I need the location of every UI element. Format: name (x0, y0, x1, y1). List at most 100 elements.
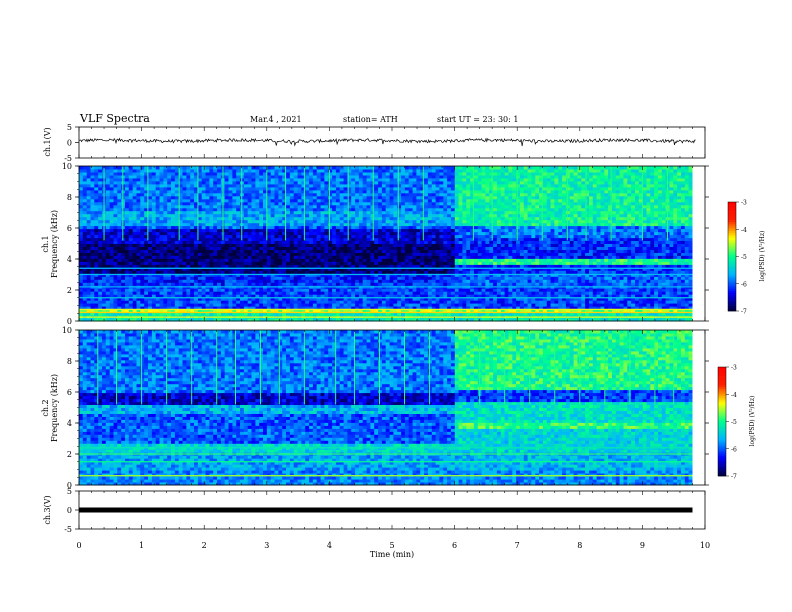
ch1-spectrogram-cell (155, 237, 160, 241)
ch1-spectrogram-cell (105, 300, 111, 304)
ch1-spectrogram-cell (144, 213, 149, 218)
ch1-spectrogram-cell (293, 267, 298, 271)
ch1-spectrogram-cell (224, 288, 229, 292)
ch1-spectrogram-cell (358, 180, 364, 185)
ch1-spectrogram-cell (259, 198, 264, 203)
ch1-spectrogram-cell (427, 166, 433, 170)
ch1-spectrogram-cell (374, 240, 379, 244)
ch1-spectrogram-cell (79, 216, 84, 221)
ch1-spectrogram-cell (328, 166, 333, 170)
ch1-spectrogram-cell (282, 270, 287, 274)
ch1-spectrogram-cell (443, 309, 448, 313)
ch1-spectrogram-cell (186, 243, 191, 247)
ch1-spectrogram-cell (217, 216, 222, 221)
ch1-spectrogram-cell (282, 267, 287, 271)
ch1-spectrogram-cell (328, 225, 333, 230)
ch1-spectrogram-cell (213, 198, 218, 203)
ch1-spectrogram-cell (255, 240, 260, 244)
ch1-spectrogram-cell (171, 270, 176, 274)
ch1-spectrogram-cell (102, 297, 107, 301)
ch1-spectrogram-cell (274, 270, 279, 274)
ch1-spectrogram-cell (144, 270, 149, 274)
ch1-spectrogram-cell (121, 216, 126, 221)
ch1-spectrogram-cell (289, 264, 295, 268)
ch1-spectrogram-cell (427, 264, 433, 268)
ch1-spectrogram-cell (278, 246, 283, 250)
ch1-spectrogram-cell (378, 267, 383, 271)
ch1-spectrogram-cell (205, 180, 210, 185)
ch1-spectrogram-cell (136, 204, 141, 209)
ch1-spectrogram-cell (232, 172, 237, 176)
ch1-spectrogram-cell (155, 234, 160, 239)
ch1-spectrogram-cell (255, 207, 260, 212)
ch1-spectrogram-cell (98, 297, 103, 301)
ch1-spectrogram-cell (312, 309, 318, 313)
ch1-spectrogram-cell (132, 252, 137, 256)
ch1-spectrogram-cell (431, 216, 437, 221)
ch1-spectrogram-cell (335, 246, 341, 250)
ch1-spectrogram-cell (332, 169, 337, 173)
ch1-spectrogram-cell (374, 183, 379, 188)
ch1-spectrogram-cell (105, 258, 111, 262)
ch1-spectrogram-cell (282, 207, 287, 212)
ch1-spectrogram-cell (98, 183, 103, 188)
ch1-spectrogram-cell (159, 294, 164, 298)
ch1-spectrogram-cell (186, 210, 191, 215)
ch1-spectrogram-cell (408, 240, 413, 244)
ch1-spectrogram-cell (374, 207, 379, 212)
ch1-spectrogram-cell (251, 264, 256, 268)
ch1-spectrogram-cell (113, 279, 118, 283)
ch1-spectrogram-cell (401, 172, 406, 176)
ch1-spectrogram-cell (305, 222, 310, 227)
ch1-spectrogram-cell (378, 169, 383, 173)
ch1-spectrogram-cell (132, 216, 137, 221)
ch1-spectrogram-cell (148, 309, 153, 313)
ch1-spectrogram-cell (362, 306, 367, 310)
ch1-spectrogram-cell (247, 249, 252, 253)
ch1-spectrogram-cell (109, 258, 114, 262)
ch1-spectrogram-cell (155, 186, 160, 191)
ch1-spectrogram-cell (174, 246, 180, 250)
ch1-spectrogram-cell (335, 180, 341, 185)
ch1-spectrogram-cell (136, 306, 141, 310)
ch1-spectrogram-cell (408, 291, 413, 295)
ch1-spectrogram-cell (362, 249, 367, 253)
ch1-spectrogram-cell (305, 172, 310, 176)
ch1-spectrogram-cell (401, 303, 406, 307)
ch1-spectrogram-cell (435, 172, 440, 176)
ch1-spectrogram-cell (224, 270, 229, 274)
ch1-spectrogram-cell (355, 195, 360, 200)
ch1-spectrogram-cell (102, 291, 107, 295)
ch1-spectrogram-cell (424, 261, 429, 265)
ch1-spectrogram-cell (362, 207, 367, 212)
ch1-spectrogram-cell (312, 246, 318, 250)
ch1-spectrogram-cell (186, 291, 191, 295)
ch1-spectrogram-cell (439, 183, 444, 188)
ch1-spectrogram-cell (378, 282, 383, 286)
ch1-spectrogram-cell (328, 210, 333, 215)
ch1-spectrogram-cell (355, 198, 360, 203)
ch1-spectrogram-cell (236, 276, 241, 280)
ch1-spectrogram-cell (125, 249, 130, 253)
ch1-spectrogram-cell (263, 252, 268, 256)
ch1-spectrogram-cell (155, 303, 160, 307)
ch1-spectrogram-cell (251, 276, 256, 280)
ch1-spectrogram-cell (274, 306, 279, 310)
ch1-spectrogram-cell (251, 312, 256, 316)
ch1-spectrogram-cell (171, 291, 176, 295)
ch1-spectrogram-cell (351, 246, 356, 250)
ch1-spectrogram-cell (197, 213, 203, 218)
ch1-spectrogram-cell (217, 294, 222, 298)
ch1-spectrogram-cell (182, 195, 187, 200)
ch1-spectrogram-cell (420, 264, 425, 268)
ch1-spectrogram-cell (178, 166, 183, 170)
ch1-spectrogram-cell (412, 210, 417, 215)
ch1-spectrogram-cell (378, 270, 383, 274)
ch1-spectrogram-cell (148, 249, 153, 253)
ch1-spectrogram-cell (366, 255, 371, 259)
ch1-spectrogram-cell (159, 306, 164, 310)
ch1-spectrogram-cell (401, 231, 406, 236)
ch1-spectrogram-cell (79, 267, 84, 271)
ch1-spectrogram-cell (335, 195, 341, 200)
ch1-spectrogram-cell (79, 234, 84, 239)
